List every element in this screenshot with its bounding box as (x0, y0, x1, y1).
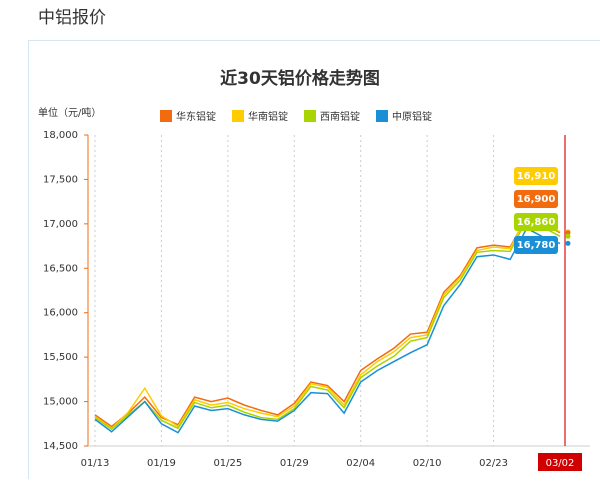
value-label: 16,910 (517, 171, 556, 182)
y-tick-label: 17,000 (43, 219, 78, 230)
legend-label: 西南铝锭 (320, 110, 360, 123)
y-tick-label: 14,500 (43, 441, 78, 452)
page-title: 中铝报价 (38, 8, 106, 28)
y-tick-label: 15,500 (43, 352, 78, 363)
chart-frame (29, 41, 600, 480)
y-tick-label: 16,500 (43, 263, 78, 274)
legend-swatch (232, 110, 244, 122)
x-tick-label: 02/10 (413, 458, 442, 469)
x-tick-label: 01/29 (280, 458, 309, 469)
x-tick-label: 02/04 (346, 458, 375, 469)
x-tick-label: 02/23 (479, 458, 508, 469)
x-tick-label: 01/13 (81, 458, 110, 469)
x-tick-label: 03/02 (546, 458, 575, 469)
legend-swatch (376, 110, 388, 122)
series-line (95, 228, 560, 432)
value-label: 16,900 (517, 194, 556, 205)
series-line (95, 215, 560, 428)
legend-swatch (304, 110, 316, 122)
value-label: 16,780 (517, 240, 556, 251)
series-line (95, 219, 560, 429)
y-tick-label: 17,500 (43, 174, 78, 185)
y-tick-label: 15,000 (43, 397, 78, 408)
end-point (566, 234, 571, 239)
legend-swatch (160, 110, 172, 122)
end-point (566, 241, 571, 246)
legend-label: 中原铝锭 (392, 110, 432, 123)
value-label: 16,860 (517, 217, 556, 228)
legend-label: 华南铝锭 (248, 110, 288, 123)
x-tick-label: 01/19 (147, 458, 176, 469)
legend-label: 华东铝锭 (176, 110, 216, 123)
x-tick-label: 01/25 (213, 458, 242, 469)
y-axis-label: 单位（元/吨） (38, 106, 101, 119)
y-tick-label: 18,000 (43, 130, 78, 141)
chart-title: 近30天铝价格走势图 (220, 68, 380, 89)
y-tick-label: 16,000 (43, 308, 78, 319)
